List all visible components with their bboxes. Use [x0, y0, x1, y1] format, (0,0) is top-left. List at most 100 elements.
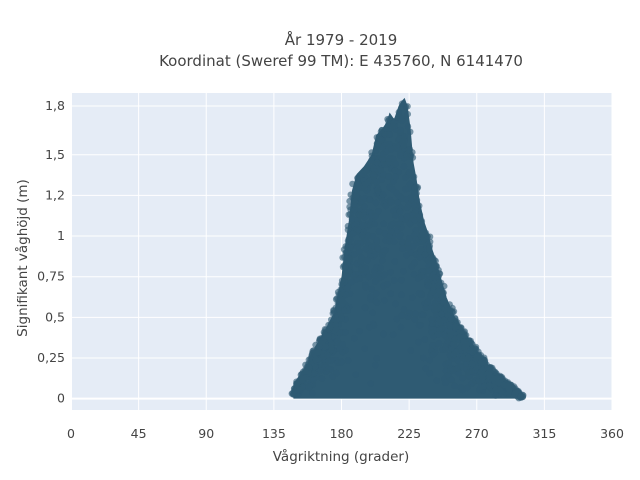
- scatter-point: [354, 243, 361, 250]
- scatter-point: [387, 269, 394, 276]
- scatter-point: [328, 316, 335, 323]
- scatter-point: [336, 329, 343, 337]
- scatter-point: [385, 131, 393, 138]
- scatter-point: [353, 193, 360, 200]
- x-tick-label: 90: [198, 426, 214, 441]
- scatter-point: [424, 278, 431, 286]
- scatter-point: [374, 244, 382, 252]
- scatter-point: [469, 341, 476, 348]
- scatter-point: [442, 345, 449, 353]
- scatter-point: [315, 338, 323, 345]
- scatter-point: [343, 291, 350, 298]
- scatter-point: [385, 173, 392, 180]
- scatter-point: [395, 220, 402, 228]
- scatter-point: [369, 171, 377, 178]
- scatter-point: [332, 321, 339, 329]
- scatter-point: [431, 307, 438, 314]
- scatter-point: [404, 103, 411, 110]
- scatter-point: [517, 393, 524, 400]
- scatter-point: [403, 252, 410, 259]
- scatter-point: [409, 294, 416, 301]
- scatter-point: [352, 271, 359, 278]
- scatter-point: [305, 384, 313, 391]
- y-tick-label: 0,5: [45, 309, 65, 324]
- scatter-point: [416, 202, 423, 209]
- scatter-point: [387, 290, 394, 297]
- scatter-point: [354, 174, 361, 181]
- scatter-point: [334, 337, 341, 345]
- scatter-point: [351, 206, 358, 214]
- scatter-point: [382, 202, 389, 210]
- y-tick-label: 1,2: [45, 187, 65, 202]
- scatter-point: [407, 128, 414, 135]
- scatter-point: [442, 360, 449, 368]
- scatter-point: [372, 147, 379, 154]
- scatter-point: [448, 376, 455, 383]
- y-tick-label: 0,75: [37, 269, 65, 284]
- scatter-point: [379, 191, 387, 198]
- scatter-point: [352, 371, 359, 378]
- scatter-point: [429, 288, 437, 296]
- scatter-point: [486, 371, 493, 378]
- scatter-point: [348, 215, 355, 223]
- scatter-point: [356, 275, 363, 282]
- scatter-point: [344, 283, 351, 291]
- scatter-point: [375, 228, 383, 235]
- scatter-point: [415, 322, 423, 329]
- scatter-point: [358, 232, 366, 239]
- scatter-point: [380, 330, 387, 338]
- scatter-point: [353, 220, 360, 228]
- scatter-points: [288, 97, 527, 402]
- scatter-point: [371, 220, 378, 227]
- scatter-point: [406, 220, 414, 228]
- scatter-point: [424, 298, 431, 306]
- scatter-point: [348, 278, 356, 286]
- scatter-point: [373, 236, 380, 244]
- scatter-point: [381, 271, 388, 278]
- scatter-point: [479, 374, 486, 381]
- scatter-point: [339, 341, 346, 348]
- scatter-point: [424, 233, 431, 240]
- scatter-point: [310, 370, 318, 377]
- scatter-point: [430, 326, 438, 333]
- scatter-point: [405, 169, 413, 176]
- scatter-point: [425, 267, 433, 274]
- scatter-point: [372, 361, 379, 369]
- scatter-point: [411, 316, 419, 323]
- scatter-point: [438, 279, 445, 286]
- x-axis-ticks: 0 45 90 135 180 225 270 315 360: [67, 426, 624, 441]
- scatter-point: [359, 170, 367, 178]
- scatter-point: [456, 333, 463, 341]
- scatter-point: [291, 388, 298, 395]
- x-tick-label: 270: [465, 426, 489, 441]
- scatter-point: [398, 277, 405, 284]
- y-tick-label: 1,8: [45, 98, 65, 113]
- scatter-point: [446, 351, 454, 359]
- scatter-point: [408, 263, 415, 270]
- x-tick-label: 180: [330, 426, 354, 441]
- scatter-point: [497, 386, 504, 394]
- scatter-point: [395, 108, 402, 116]
- scatter-point: [398, 100, 406, 107]
- scatter-point: [418, 272, 425, 280]
- scatter-point: [371, 267, 378, 274]
- scatter-point: [401, 137, 408, 145]
- scatter-point: [373, 355, 380, 362]
- scatter-point: [381, 161, 388, 168]
- scatter-point: [421, 336, 428, 343]
- scatter-point: [426, 357, 433, 364]
- scatter-point: [341, 264, 349, 271]
- scatter-point: [350, 230, 357, 237]
- x-tick-label: 0: [67, 426, 75, 441]
- scatter-point: [338, 315, 345, 322]
- scatter-point: [316, 343, 323, 350]
- scatter-point: [391, 277, 398, 284]
- scatter-point: [434, 288, 442, 295]
- scatter-point: [359, 222, 366, 230]
- scatter-point: [392, 160, 399, 167]
- scatter-point: [429, 351, 437, 358]
- scatter-point: [435, 340, 443, 347]
- scatter-point: [404, 239, 411, 247]
- scatter-point: [357, 258, 364, 265]
- scatter-point: [327, 323, 334, 331]
